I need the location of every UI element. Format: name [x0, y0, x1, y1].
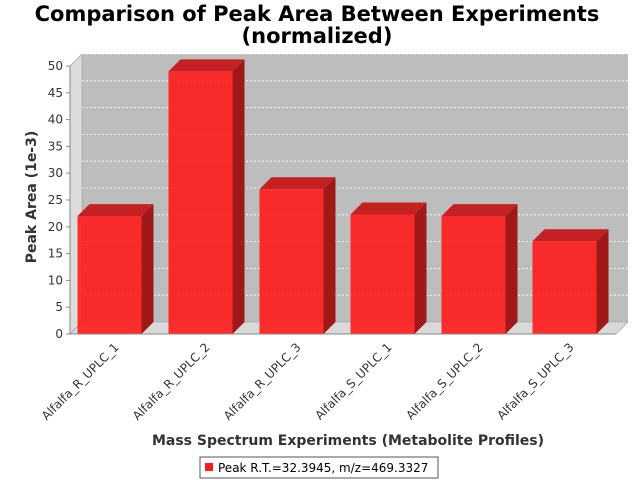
legend-swatch — [205, 463, 213, 471]
bar — [350, 202, 427, 334]
bar-front — [350, 214, 415, 334]
bar — [259, 177, 336, 334]
y-tick-label: 10 — [48, 273, 63, 287]
y-tick-label: 30 — [48, 166, 63, 180]
x-tick-label: Alfalfa_R_UPLC_3 — [221, 340, 304, 423]
bar-top — [168, 59, 245, 72]
y-tick-label: 25 — [48, 193, 63, 207]
y-tick-label: 20 — [48, 220, 63, 234]
x-tick-label: Alfalfa_R_UPLC_2 — [130, 340, 213, 423]
x-tick-label: Alfalfa_S_UPLC_1 — [312, 340, 394, 422]
legend: Peak R.T.=32.3945, m/z=469.3327 — [199, 456, 439, 479]
bar-series — [77, 59, 609, 335]
chart-title: Comparison of Peak Area Between Experime… — [35, 2, 600, 26]
bar-front — [532, 241, 597, 334]
bar-top — [532, 229, 609, 242]
x-axis-label: Mass Spectrum Experiments (Metabolite Pr… — [152, 433, 544, 449]
y-tick-label: 0 — [55, 327, 63, 341]
y-tick-label: 5 — [55, 300, 63, 314]
bar-side — [232, 59, 245, 335]
bar — [441, 204, 518, 334]
bar-front — [168, 71, 233, 335]
x-tick-label: Alfalfa_S_UPLC_3 — [494, 340, 576, 422]
bar-top — [259, 177, 336, 190]
y-tick-label: 45 — [48, 86, 63, 100]
bar-side — [414, 202, 427, 334]
bar-side — [141, 204, 154, 334]
bar — [532, 229, 609, 334]
y-tick-label: 35 — [48, 139, 63, 153]
bar-top — [350, 202, 427, 215]
bar — [77, 204, 154, 334]
bar-side — [323, 177, 336, 334]
chart-subtitle: (normalized) — [242, 24, 393, 48]
legend-box — [199, 456, 439, 479]
x-axis: Alfalfa_R_UPLC_1 Alfalfa_R_UPLC_2 Alfalfa_… — [39, 333, 616, 423]
y-axis: 0 5 10 15 20 25 30 35 40 45 50 — [48, 59, 71, 341]
y-tick-label: 15 — [48, 247, 63, 261]
bar-top — [77, 204, 154, 217]
bar-side — [505, 204, 518, 334]
bar — [168, 59, 245, 335]
y-tick-label: 50 — [48, 59, 63, 73]
y-axis-label: Peak Area (1e-3) — [24, 131, 40, 264]
y-tick-label: 40 — [48, 113, 63, 127]
bar-top — [441, 204, 518, 217]
bar-front — [259, 189, 324, 334]
legend-entry: Peak R.T.=32.3945, m/z=469.3327 — [218, 461, 428, 475]
x-tick-label: Alfalfa_S_UPLC_2 — [403, 340, 485, 422]
x-tick-label: Alfalfa_R_UPLC_1 — [39, 340, 122, 423]
bar-front — [77, 216, 142, 334]
bar-side — [596, 229, 609, 334]
bar-front — [441, 216, 506, 334]
